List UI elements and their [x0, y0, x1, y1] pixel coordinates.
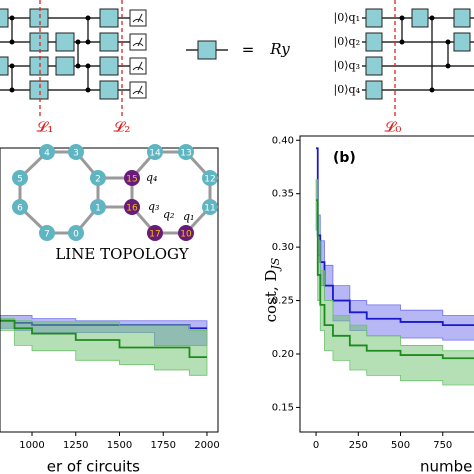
topology-node [202, 199, 218, 215]
topology-node [68, 144, 84, 160]
panel-label: (b) [333, 150, 356, 166]
node-label: 17 [149, 230, 160, 240]
y-tick-label: 0.20 [272, 349, 294, 360]
plots: 1000 1250 1500 1750 2000 0 250 500 7500.400.350.… [0, 135, 474, 451]
qubit-label: |0⟩q₁ [334, 11, 360, 25]
topology-node [124, 170, 140, 186]
topology-node [147, 225, 163, 241]
node-label: 7 [44, 230, 50, 240]
topology-node [39, 225, 55, 241]
node-label: 0 [73, 230, 79, 240]
node-label: 12 [204, 175, 215, 185]
plot-area [0, 315, 208, 376]
topology-node [202, 170, 218, 186]
inset-title: LINE TOPOLOGY [55, 245, 189, 263]
equals: = [242, 41, 255, 59]
topology-node [147, 144, 163, 160]
qubit-label: q₁ [183, 210, 194, 223]
node-label: 3 [73, 149, 79, 159]
y-tick-label: 0.40 [272, 135, 294, 146]
series-line [316, 147, 474, 327]
y-axis-label: cost, DJS [262, 257, 282, 322]
topology-node [12, 170, 28, 186]
qubit-label: |0⟩q₄ [334, 83, 361, 97]
node-label: 4 [44, 149, 50, 159]
y-tick-label: 0.25 [272, 296, 294, 307]
x-axis-label: numbe [420, 458, 472, 474]
node-label: 10 [180, 230, 192, 240]
topology-node [12, 199, 28, 215]
topology-node [178, 225, 194, 241]
topology-node [90, 199, 106, 215]
qubit-label: q₃ [148, 200, 159, 213]
x-tick-label: 2000 [194, 440, 219, 451]
node-label: 1 [95, 204, 101, 214]
node-label: 15 [126, 175, 137, 185]
node-label: 14 [149, 149, 161, 159]
qubit-label: |0⟩q₂ [334, 35, 360, 49]
gate-definition: = Ry [186, 40, 290, 60]
topology-node [124, 199, 140, 215]
confidence-band [316, 147, 474, 341]
circuit-label: 𝓛₁ [37, 118, 54, 136]
node-label: 2 [95, 175, 101, 185]
series-line [316, 199, 474, 360]
x-tick-label: 500 [391, 440, 410, 451]
node-label: 11 [204, 204, 215, 214]
node-label: 13 [180, 149, 191, 159]
x-tick-label: 1500 [107, 440, 132, 451]
plot-area [315, 147, 474, 386]
axes-frame [299, 135, 474, 433]
topology-node [178, 144, 194, 160]
confidence-band [315, 179, 474, 386]
qubit-label: |0⟩q₃ [334, 59, 360, 73]
y-tick-label: 0.15 [272, 402, 294, 413]
circuit-label: 𝓛₀ [385, 118, 402, 136]
node-label: 5 [17, 175, 23, 185]
left-circuit: 𝓛₁ 𝓛₂ [0, 0, 147, 136]
x-axis-label: er of circuits [47, 458, 140, 474]
node-label: 6 [17, 204, 23, 214]
axes-frame [0, 147, 219, 433]
topology-node [90, 170, 106, 186]
qubit-label: q₄ [146, 171, 157, 184]
y-tick-label: 0.35 [272, 189, 294, 200]
x-tick-label: 0 [313, 440, 319, 451]
x-tick-label: 750 [433, 440, 452, 451]
y-axis-label-sub: JS [269, 257, 282, 271]
x-tick-label: 1250 [63, 440, 88, 451]
y-tick-label: 0.30 [272, 242, 294, 253]
series-line [0, 319, 207, 359]
qubit-label: q₂ [163, 208, 174, 221]
gate-name: Ry [269, 40, 290, 58]
topology-node [68, 225, 84, 241]
node-label: 16 [126, 204, 138, 214]
x-tick-label: 1000 [19, 440, 44, 451]
x-tick-label: 1750 [151, 440, 176, 451]
x-tick-label: 250 [349, 440, 368, 451]
y-axis-label-main: cost, D [262, 270, 280, 323]
circuit-label: 𝓛₂ [114, 118, 131, 136]
topology-node [39, 144, 55, 160]
right-circuit: 𝓛₀ |0⟩q₁ |0⟩q₂ |0⟩q₃ |0⟩q₄ [334, 0, 474, 136]
